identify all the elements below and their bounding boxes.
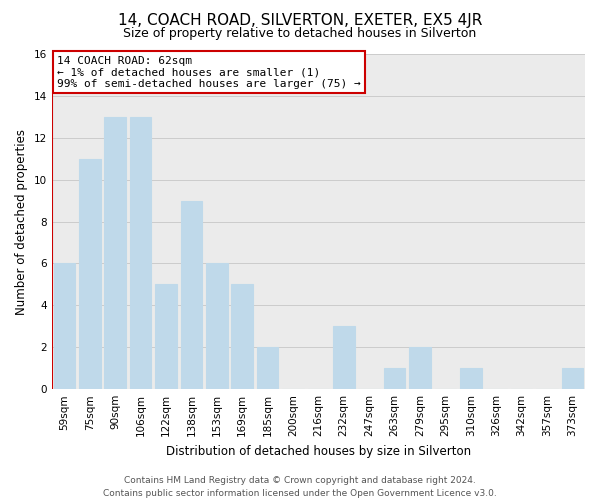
Bar (409, 348, 431, 389)
Bar (53, 264, 75, 389)
Bar (155, 284, 177, 389)
Bar (333, 326, 355, 389)
Text: 14 COACH ROAD: 62sqm
← 1% of detached houses are smaller (1)
99% of semi-detache: 14 COACH ROAD: 62sqm ← 1% of detached ho… (57, 56, 361, 89)
X-axis label: Distribution of detached houses by size in Silverton: Distribution of detached houses by size … (166, 444, 471, 458)
Text: 14, COACH ROAD, SILVERTON, EXETER, EX5 4JR: 14, COACH ROAD, SILVERTON, EXETER, EX5 4… (118, 12, 482, 28)
Y-axis label: Number of detached properties: Number of detached properties (15, 128, 28, 314)
Bar (562, 368, 583, 389)
Text: Contains HM Land Registry data © Crown copyright and database right 2024.
Contai: Contains HM Land Registry data © Crown c… (103, 476, 497, 498)
Bar (130, 117, 151, 389)
Text: Size of property relative to detached houses in Silverton: Size of property relative to detached ho… (124, 28, 476, 40)
Bar (257, 348, 278, 389)
Bar (460, 368, 482, 389)
Bar (104, 117, 126, 389)
Bar (232, 284, 253, 389)
Bar (79, 158, 101, 389)
Bar (384, 368, 406, 389)
Bar (181, 200, 202, 389)
Bar (206, 264, 227, 389)
